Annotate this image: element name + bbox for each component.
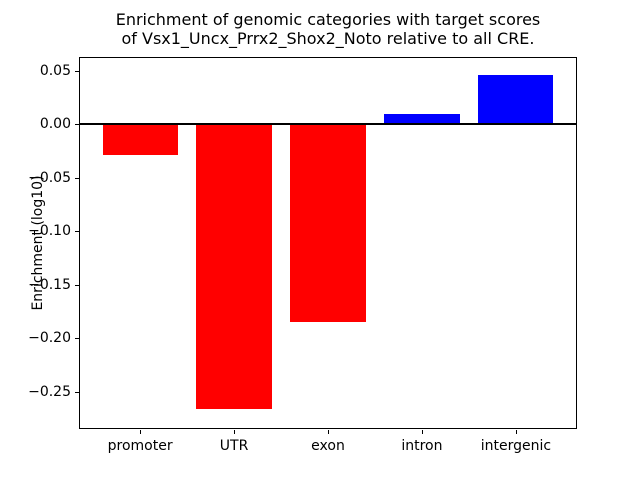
bar-UTR — [196, 124, 272, 409]
bar-promoter — [102, 124, 178, 156]
y-tick-label: −0.25 — [28, 383, 71, 400]
y-tick-mark — [75, 177, 79, 179]
x-tick-label-exon: exon — [311, 438, 345, 454]
y-tick-mark — [75, 338, 79, 340]
bar-intergenic — [478, 75, 554, 125]
y-tick-label: −0.05 — [28, 169, 71, 186]
plot-area — [79, 57, 577, 429]
y-tick-mark — [75, 284, 79, 286]
y-tick-label: 0.05 — [39, 62, 71, 79]
y-tick-label: −0.10 — [28, 223, 71, 240]
y-tick-label: −0.15 — [28, 276, 71, 293]
x-tick-label-intergenic: intergenic — [480, 438, 552, 454]
x-tick-mark — [328, 430, 329, 434]
x-tick-label-intron: intron — [401, 438, 443, 454]
x-tick-mark — [421, 430, 423, 434]
x-tick-label-promoter: promoter — [107, 438, 173, 454]
bar-exon — [290, 124, 366, 323]
y-tick-label: −0.20 — [28, 330, 71, 347]
bar-intron — [384, 113, 460, 125]
y-tick-label: 0.00 — [39, 116, 71, 133]
chart-title: Enrichment of genomic categories with ta… — [115, 10, 541, 48]
y-tick-mark — [75, 391, 79, 393]
y-tick-mark — [75, 231, 79, 233]
x-tick-label-UTR: UTR — [219, 438, 249, 454]
y-tick-mark — [75, 124, 79, 126]
y-tick-mark — [75, 70, 79, 72]
x-tick-mark — [515, 430, 517, 434]
x-tick-mark — [234, 430, 236, 434]
zero-line — [80, 123, 576, 126]
x-tick-mark — [140, 430, 142, 434]
